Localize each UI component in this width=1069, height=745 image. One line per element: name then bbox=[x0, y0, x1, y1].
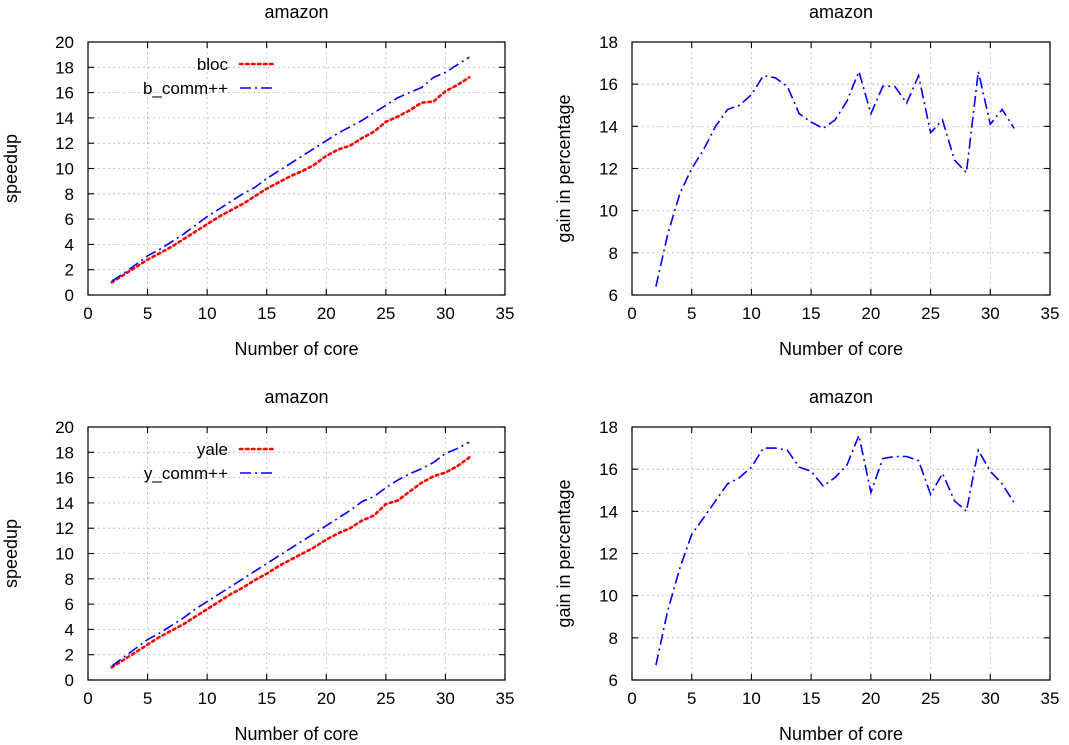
y-tick-label: 10 bbox=[599, 587, 618, 606]
y-axis-label: speedup bbox=[1, 134, 21, 203]
x-tick-label: 35 bbox=[496, 689, 515, 708]
x-tick-label: 20 bbox=[317, 689, 336, 708]
y-tick-label: 12 bbox=[599, 160, 618, 179]
x-axis-label: Number of core bbox=[779, 724, 903, 744]
x-tick-label: 30 bbox=[436, 304, 455, 323]
y-tick-label: 20 bbox=[55, 33, 74, 52]
chart-title: amazon bbox=[809, 387, 873, 407]
x-tick-label: 35 bbox=[496, 304, 515, 323]
x-tick-label: 25 bbox=[921, 689, 940, 708]
x-tick-label: 10 bbox=[198, 689, 217, 708]
x-tick-label: 5 bbox=[143, 304, 152, 323]
x-tick-label: 30 bbox=[436, 689, 455, 708]
y-tick-label: 6 bbox=[609, 671, 618, 690]
legend-label: b_comm++ bbox=[143, 79, 228, 98]
x-tick-label: 0 bbox=[83, 304, 92, 323]
series-line-series-1 bbox=[655, 432, 1015, 666]
x-tick-label: 25 bbox=[376, 304, 395, 323]
y-tick-label: 8 bbox=[609, 244, 618, 263]
x-tick-label: 25 bbox=[376, 689, 395, 708]
y-tick-label: 16 bbox=[599, 75, 618, 94]
y-tick-label: 14 bbox=[599, 502, 618, 521]
x-tick-label: 0 bbox=[627, 304, 636, 323]
y-tick-label: 8 bbox=[609, 629, 618, 648]
series-line-bloc bbox=[110, 76, 471, 284]
legend-label: bloc bbox=[197, 55, 229, 74]
x-tick-label: 20 bbox=[861, 304, 880, 323]
x-axis-label: Number of core bbox=[779, 339, 903, 359]
x-tick-label: 20 bbox=[861, 689, 880, 708]
series-line-b_comm++ bbox=[111, 56, 470, 282]
x-tick-label: 10 bbox=[742, 689, 761, 708]
y-axis-label: gain in percentage bbox=[554, 94, 574, 242]
x-tick-label: 5 bbox=[687, 304, 696, 323]
y-tick-label: 16 bbox=[55, 84, 74, 103]
y-axis-label: gain in percentage bbox=[554, 479, 574, 627]
y-tick-label: 16 bbox=[599, 460, 618, 479]
y-tick-label: 0 bbox=[65, 286, 74, 305]
x-axis-label: Number of core bbox=[234, 339, 358, 359]
y-tick-label: 0 bbox=[65, 671, 74, 690]
y-tick-label: 8 bbox=[65, 185, 74, 204]
y-tick-label: 10 bbox=[55, 545, 74, 564]
y-tick-label: 16 bbox=[55, 469, 74, 488]
x-tick-label: 20 bbox=[317, 304, 336, 323]
y-tick-label: 6 bbox=[609, 286, 618, 305]
x-axis-label: Number of core bbox=[234, 724, 358, 744]
chart-panel-2: 0 5 10 15 20 25 30 35 6 8 10 12 14 16 18 amazon Number o… bbox=[554, 2, 1059, 359]
legend-label: yale bbox=[197, 440, 228, 459]
y-tick-label: 14 bbox=[599, 117, 618, 136]
y-tick-label: 4 bbox=[65, 235, 74, 254]
y-tick-label: 18 bbox=[55, 443, 74, 462]
y-tick-label: 12 bbox=[55, 134, 74, 153]
y-tick-label: 2 bbox=[65, 261, 74, 280]
chart-panel-3: 0 5 10 15 20 25 30 35 0 2 4 6 8 10 12 14 16 18 20 amazon Num… bbox=[1, 387, 514, 744]
y-tick-label: 8 bbox=[65, 570, 74, 589]
x-tick-label: 5 bbox=[143, 689, 152, 708]
y-tick-label: 6 bbox=[65, 595, 74, 614]
y-tick-label: 12 bbox=[55, 519, 74, 538]
x-tick-label: 0 bbox=[627, 689, 636, 708]
legend-label: y_comm++ bbox=[144, 464, 228, 483]
y-tick-label: 4 bbox=[65, 620, 74, 639]
y-tick-label: 10 bbox=[599, 202, 618, 221]
y-tick-label: 14 bbox=[55, 109, 74, 128]
x-tick-label: 15 bbox=[802, 304, 821, 323]
chart-title: amazon bbox=[264, 2, 328, 22]
x-tick-label: 30 bbox=[981, 689, 1000, 708]
x-tick-label: 5 bbox=[687, 689, 696, 708]
chart-title: amazon bbox=[809, 2, 873, 22]
x-tick-label: 0 bbox=[83, 689, 92, 708]
x-tick-label: 30 bbox=[981, 304, 1000, 323]
x-tick-label: 15 bbox=[802, 689, 821, 708]
x-tick-label: 10 bbox=[742, 304, 761, 323]
y-tick-label: 14 bbox=[55, 494, 74, 513]
series-line-series-1 bbox=[655, 69, 1015, 287]
series-line-y_comm++ bbox=[111, 441, 470, 667]
x-tick-label: 15 bbox=[257, 304, 276, 323]
y-tick-label: 12 bbox=[599, 545, 618, 564]
y-tick-label: 6 bbox=[65, 210, 74, 229]
y-tick-label: 20 bbox=[55, 418, 74, 437]
y-tick-label: 18 bbox=[599, 418, 618, 437]
series-line-yale bbox=[110, 456, 471, 669]
y-tick-label: 10 bbox=[55, 160, 74, 179]
chart-panel-1: 0 5 10 15 20 25 30 35 0 2 4 6 8 10 12 14 16 18 20 amazon Num… bbox=[1, 2, 514, 359]
y-axis-label: speedup bbox=[1, 519, 21, 588]
y-tick-label: 18 bbox=[599, 33, 618, 52]
chart-panel-4: 0 5 10 15 20 25 30 35 6 8 10 12 14 16 18 amazon Number o… bbox=[554, 387, 1059, 744]
x-tick-label: 35 bbox=[1041, 689, 1060, 708]
y-tick-label: 18 bbox=[55, 58, 74, 77]
x-tick-label: 15 bbox=[257, 689, 276, 708]
x-tick-label: 35 bbox=[1041, 304, 1060, 323]
x-tick-label: 25 bbox=[921, 304, 940, 323]
x-tick-label: 10 bbox=[198, 304, 217, 323]
chart-title: amazon bbox=[264, 387, 328, 407]
y-tick-label: 2 bbox=[65, 646, 74, 665]
